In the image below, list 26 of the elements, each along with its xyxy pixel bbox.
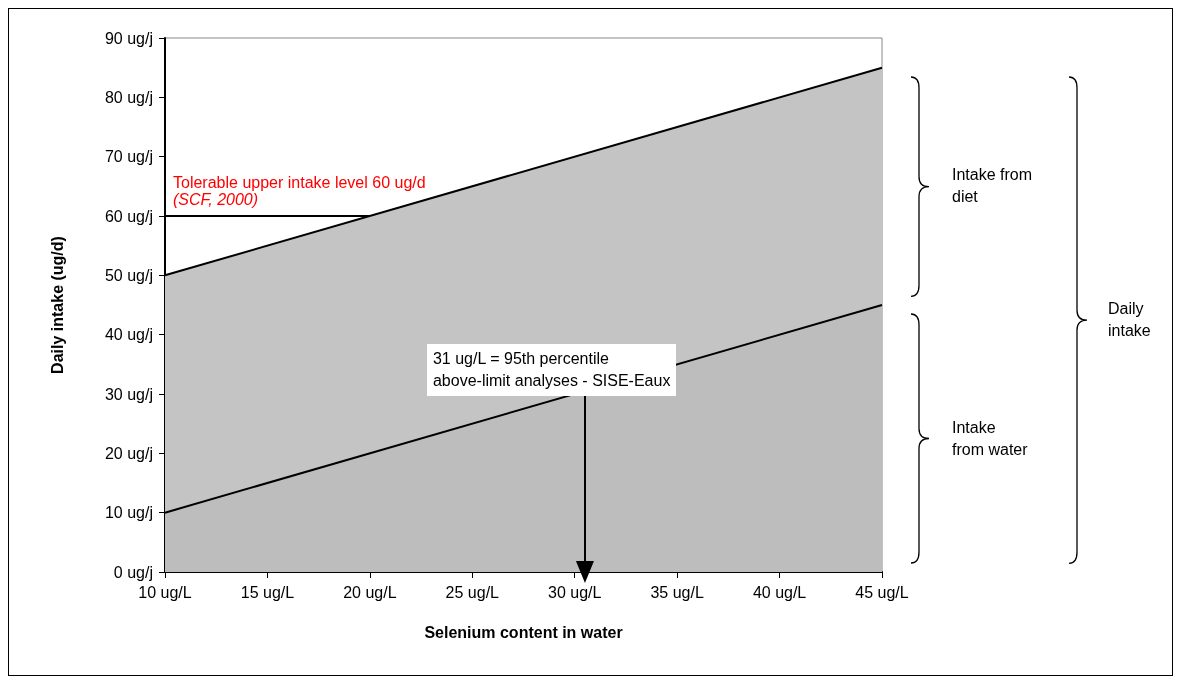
y-tick-label: 30 ug/j [104,385,153,403]
annotation: (SCF, 2000) [173,191,259,210]
y-tick-label: 60 ug/j [104,207,153,225]
x-tick-label: 25 ug/L [445,583,500,601]
text: Daily intake [1108,298,1151,341]
y-tick-label: 80 ug/j [104,88,153,106]
x-axis-title: Selenium content in water [424,623,623,641]
x-tick-label: 10 ug/L [138,583,192,601]
x-tick-label: 30 ug/L [548,583,602,601]
ref-line-label: Tolerable upper intake level 60 ug/d [173,173,426,191]
x-tick-label: 45 ug/L [855,583,909,601]
text: Intake from diet [952,165,1033,208]
y-tick-label: 90 ug/j [104,29,153,47]
y-tick-label: 20 ug/j [104,444,153,462]
x-tick-label: 20 ug/L [343,583,397,601]
y-axis-title: Daily intake (ug/d) [48,236,66,374]
text: Intake from water [952,417,1028,460]
y-tick-label: 0 ug/j [113,563,153,581]
y-tick-label: 70 ug/j [104,148,153,166]
y-tick-label: 10 ug/j [104,504,153,522]
x-tick-label: 40 ug/L [752,583,807,601]
annotation: 31 ug/L = 95th percentile above-limit analyses - SISE-Eaux [426,344,677,396]
x-tick-label: 15 ug/L [240,583,295,601]
y-tick-label: 40 ug/j [104,326,153,344]
x-tick-label: 35 ug/L [650,583,704,601]
y-tick-label: 50 ug/j [104,266,153,284]
